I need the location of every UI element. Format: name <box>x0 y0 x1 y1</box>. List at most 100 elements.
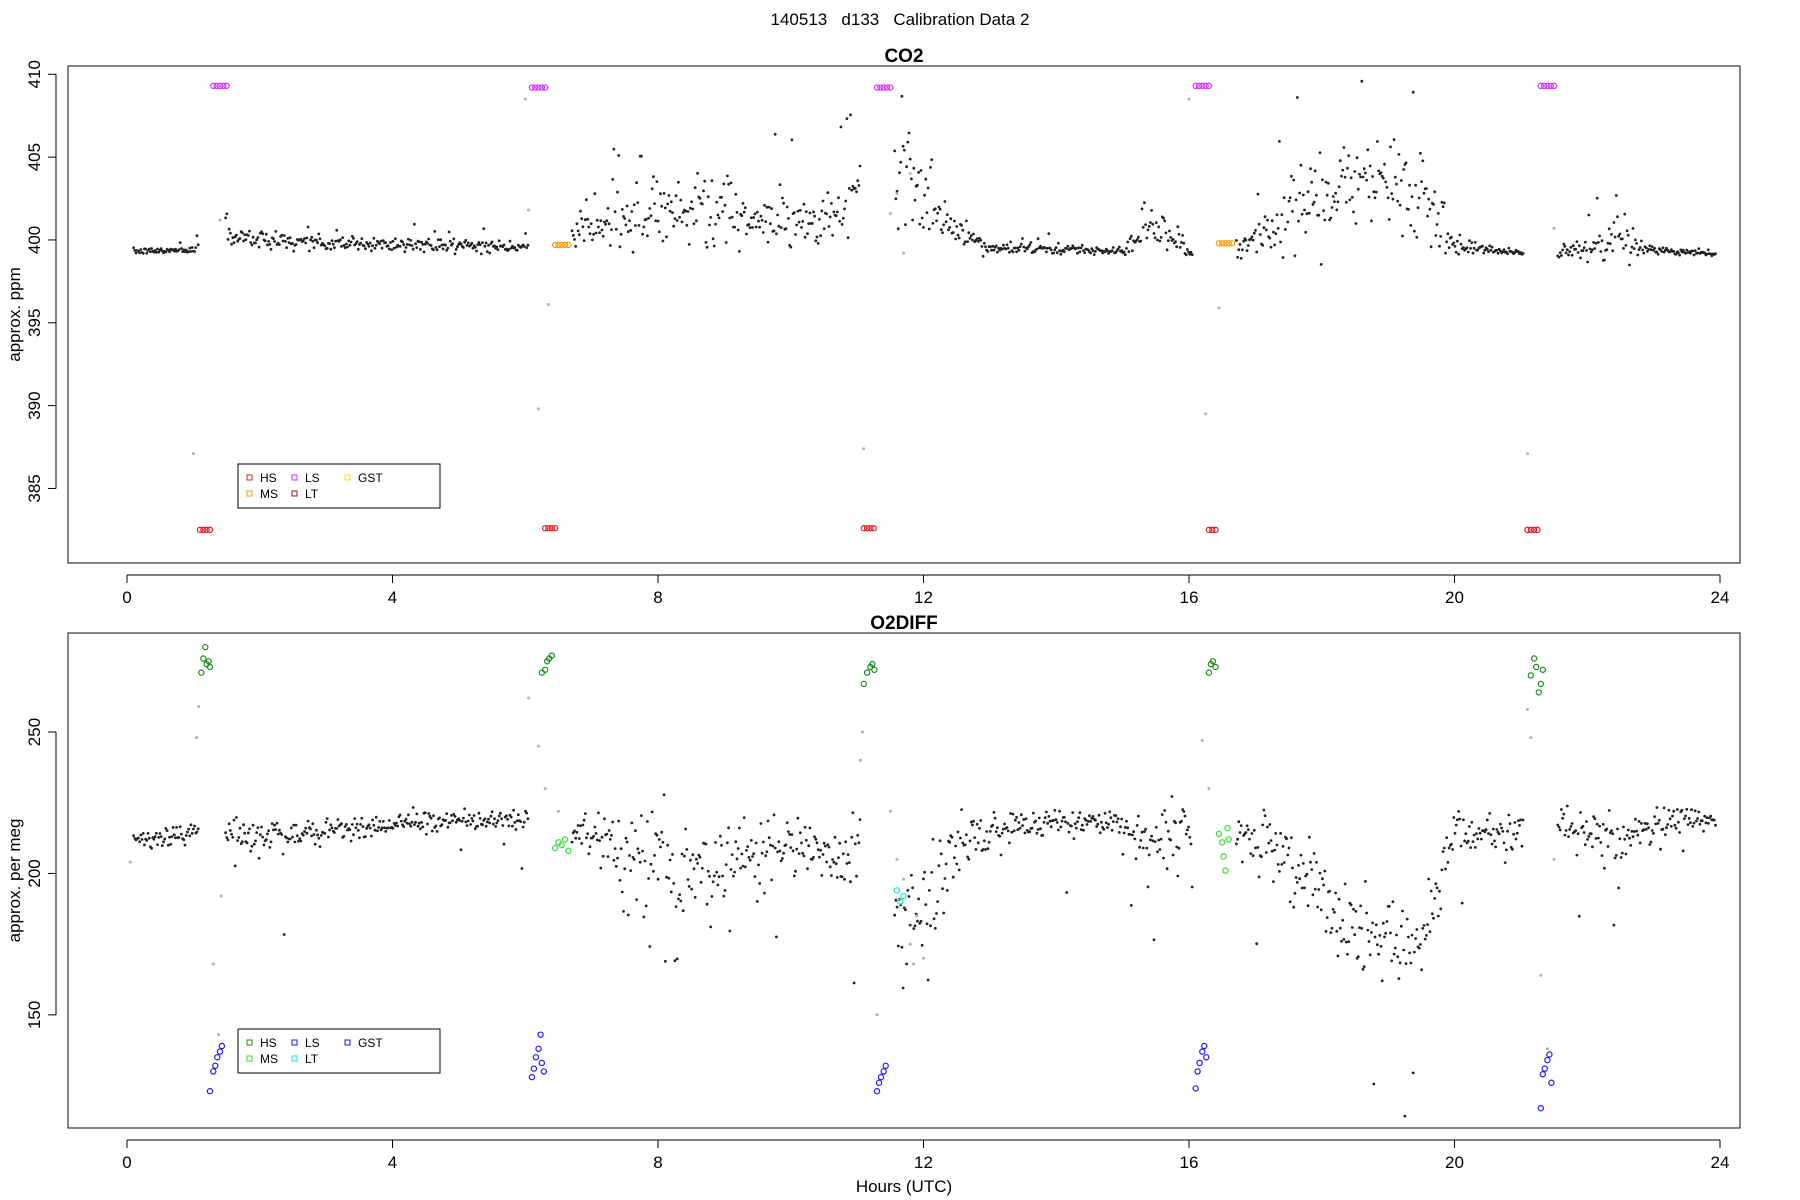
ambient-point <box>387 247 391 251</box>
ambient-point <box>646 234 649 238</box>
ambient-point <box>1018 245 1022 249</box>
ambient-point <box>436 238 440 242</box>
ambient-point <box>1671 814 1674 818</box>
ambient-point <box>657 230 661 234</box>
ambient-point <box>485 250 489 254</box>
transition-point <box>191 452 195 456</box>
ambient-point <box>840 223 844 226</box>
ambient-point <box>930 158 934 162</box>
x-tick-label: 12 <box>914 588 933 607</box>
transition-point <box>195 736 199 740</box>
ambient-point <box>1429 889 1433 893</box>
ambient-point <box>1358 172 1361 176</box>
ambient-point <box>1066 244 1070 248</box>
ambient-point <box>1065 891 1069 894</box>
ambient-point <box>1583 240 1587 244</box>
ambient-point <box>723 889 727 892</box>
ambient-point <box>625 840 629 844</box>
ambient-point <box>1273 848 1276 852</box>
ambient-point <box>1305 872 1309 876</box>
ambient-point <box>943 877 947 880</box>
ambient-point <box>680 220 684 224</box>
calibration-point-hs <box>871 666 878 673</box>
ambient-point <box>632 858 636 861</box>
ambient-point <box>835 876 839 879</box>
ambient-point <box>309 238 312 242</box>
ambient-point <box>801 220 805 223</box>
ambient-point <box>1251 854 1255 858</box>
ambient-point <box>1125 819 1128 823</box>
ambient-point <box>1104 821 1108 825</box>
ambient-point <box>1450 235 1453 239</box>
ambient-point <box>1620 851 1624 855</box>
calibration-point-hs <box>1212 663 1219 671</box>
ambient-point <box>360 237 364 241</box>
ambient-point <box>1587 213 1591 217</box>
ambient-point <box>1157 225 1161 229</box>
ambient-point <box>1010 830 1014 834</box>
ambient-point <box>1062 250 1066 254</box>
ambient-point <box>1436 914 1440 918</box>
ambient-point <box>1426 923 1429 926</box>
ambient-point <box>693 895 697 899</box>
ambient-point <box>1595 196 1599 200</box>
ambient-point <box>1441 850 1445 853</box>
ambient-point <box>1393 946 1397 950</box>
ambient-point <box>1668 817 1672 821</box>
ambient-point <box>1473 240 1477 244</box>
ambient-point <box>317 232 321 236</box>
ambient-point <box>451 242 454 246</box>
ambient-point <box>901 144 905 148</box>
ambient-point <box>1390 959 1394 963</box>
ambient-point <box>1617 886 1621 890</box>
ambient-point <box>409 239 413 242</box>
ambient-point <box>1362 965 1366 969</box>
ambient-point <box>137 836 140 840</box>
ambient-point <box>696 171 699 175</box>
ambient-point <box>1415 928 1419 931</box>
ambient-point <box>496 248 500 252</box>
ambient-point <box>1571 244 1575 248</box>
ambient-point <box>1700 819 1704 823</box>
ambient-point <box>641 232 644 236</box>
transition-point <box>128 860 132 864</box>
ambient-point <box>1086 820 1090 823</box>
ambient-point <box>598 231 601 235</box>
ambient-point <box>178 825 182 829</box>
ambient-point <box>268 846 272 849</box>
ambient-point <box>1445 836 1449 840</box>
ambient-point <box>772 229 776 233</box>
ambient-point <box>256 236 260 239</box>
ambient-point <box>1187 250 1190 254</box>
ambient-point <box>466 241 470 245</box>
ambient-point <box>230 832 234 836</box>
ambient-point <box>1077 246 1081 250</box>
ambient-point <box>1347 940 1351 944</box>
ambient-point <box>460 819 464 823</box>
ambient-point <box>1241 860 1244 864</box>
ambient-point <box>329 247 333 251</box>
ambient-point <box>1378 934 1382 937</box>
ambient-point <box>935 912 938 915</box>
ambient-point <box>951 231 955 234</box>
ambient-point <box>266 243 269 247</box>
ambient-point <box>453 815 457 818</box>
ambient-point <box>1511 847 1514 851</box>
ambient-point <box>922 226 925 229</box>
page-title: 140513 d133 Calibration Data 2 <box>770 10 1030 29</box>
ambient-point <box>1097 813 1101 817</box>
ambient-point <box>912 166 916 170</box>
ambient-point <box>374 815 378 819</box>
ambient-point <box>1488 244 1492 248</box>
ambient-point <box>132 246 136 250</box>
ambient-point <box>718 834 722 838</box>
ambient-point <box>923 193 926 197</box>
ambient-point <box>723 203 727 207</box>
ambient-point <box>728 216 732 220</box>
ambient-point <box>1149 838 1152 842</box>
ambient-point <box>1076 251 1079 255</box>
calibration-point-ls <box>528 1073 536 1081</box>
ambient-point <box>1184 832 1188 836</box>
calibration-point-ls <box>1203 1054 1210 1061</box>
ambient-point <box>249 849 253 853</box>
